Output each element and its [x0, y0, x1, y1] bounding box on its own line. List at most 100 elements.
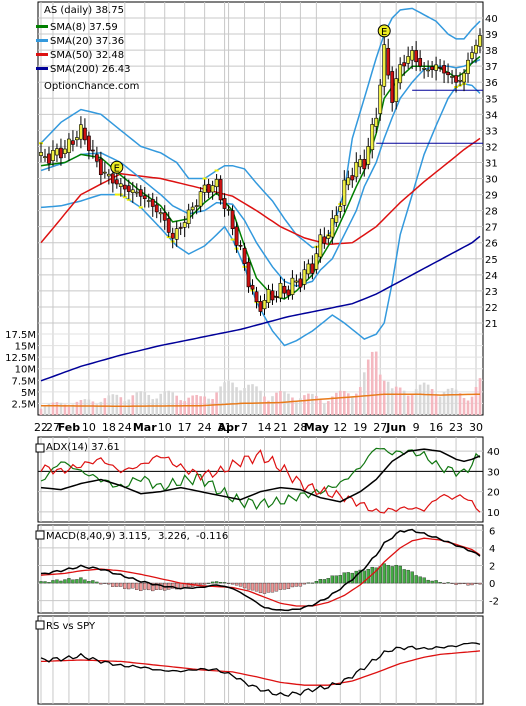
volume-bar — [426, 384, 430, 415]
volume-bar — [139, 391, 143, 415]
rs-average-line — [40, 650, 481, 686]
macd-histogram-bar — [422, 577, 426, 584]
macd-histogram-bar — [206, 582, 211, 584]
volume-bar — [466, 400, 470, 415]
volume-tick-label: 2.5M — [11, 399, 36, 410]
volume-bar — [374, 351, 378, 415]
volume-bar — [450, 388, 454, 415]
volume-bar — [275, 392, 278, 415]
volume-bar — [95, 404, 99, 415]
macd-histogram-bar — [318, 579, 323, 584]
volume-bar — [339, 390, 342, 415]
volume-tick-label: 5M — [21, 388, 36, 399]
candle-body — [382, 44, 387, 87]
volume-bar — [462, 397, 466, 415]
macd-histogram-bar — [47, 582, 51, 584]
volume-tick-label: 7.5M — [11, 376, 36, 387]
macd-histogram-bar — [306, 582, 311, 584]
volume-bar — [59, 402, 63, 415]
volume-bar — [151, 399, 155, 415]
volume-bar — [295, 402, 298, 415]
macd-histogram-bar — [63, 579, 67, 584]
sma20-line — [40, 59, 481, 287]
volume-bar — [370, 351, 374, 415]
candle-body — [110, 173, 115, 184]
candle-body — [94, 154, 99, 162]
candle-body — [478, 35, 482, 47]
macd-histogram-bar — [330, 575, 334, 584]
candle-body — [458, 79, 462, 82]
macd-histogram-bar — [446, 582, 450, 584]
candle-body — [206, 183, 211, 193]
x-axis-label: 24 — [198, 421, 212, 434]
macd-histogram-bar — [238, 582, 243, 587]
legend-swatch — [36, 67, 48, 70]
price-tick-label: 24 — [485, 271, 498, 282]
macd-tick-label: 0 — [489, 579, 495, 590]
candle-body — [370, 124, 375, 151]
price-panel-frame — [37, 1, 484, 416]
volume-bar — [410, 395, 414, 415]
candle-body — [334, 215, 339, 223]
bollinger-upper-line — [40, 7, 481, 249]
volume-bar — [207, 398, 210, 415]
x-axis-label: 9 — [413, 421, 420, 434]
macd-histogram-bar — [71, 579, 75, 584]
price-tick-label: 23 — [485, 287, 498, 298]
macd-histogram-bar — [214, 581, 219, 584]
candle-body — [98, 158, 103, 176]
volume-tick-label: 15M — [15, 342, 36, 353]
price-tick-label: 34 — [485, 110, 498, 121]
candle-body — [190, 206, 195, 211]
candle-body — [134, 191, 139, 194]
volume-bar — [171, 392, 174, 415]
legend-swatch — [36, 25, 48, 28]
price-tick-label: 36 — [485, 78, 498, 89]
x-axis-label: Mar — [133, 421, 157, 434]
candle-body — [378, 84, 383, 114]
price-tick-label: 37 — [485, 62, 498, 73]
candle-body — [350, 175, 355, 181]
volume-bar — [183, 401, 186, 415]
candle-body — [182, 222, 187, 228]
volume-bar — [434, 394, 438, 415]
macd-histogram-bar — [410, 571, 414, 584]
macd-histogram-bar — [386, 565, 390, 584]
macd-signal-line — [40, 537, 481, 607]
legend-swatch — [35, 530, 45, 540]
volume-bar — [167, 390, 171, 415]
x-axis-label: May — [304, 421, 329, 434]
volume-bar — [394, 386, 398, 415]
candle-body — [406, 56, 411, 64]
candle-body — [166, 218, 171, 233]
rs-legend-label: RS vs SPY — [46, 621, 96, 632]
earnings-marker-label: E — [381, 27, 387, 38]
volume-tick-label: 17.5M — [5, 330, 36, 341]
x-axis-label: 28 — [293, 421, 307, 434]
adx-tick-label: 10 — [487, 508, 500, 519]
candle-body — [258, 301, 263, 312]
candle-body — [338, 206, 343, 212]
candle-body — [246, 261, 251, 288]
minus-di-line — [40, 449, 481, 514]
volume-bar — [311, 393, 314, 415]
macd-histogram-bar — [258, 582, 263, 594]
candle-body — [474, 44, 478, 54]
macd-histogram-bar — [434, 580, 438, 584]
candle-body — [59, 147, 63, 159]
volume-bar — [315, 395, 318, 415]
candle-body — [126, 185, 131, 192]
macd-histogram-bar — [246, 582, 251, 590]
volume-bar — [231, 382, 234, 415]
x-axis-label: Feb — [58, 421, 81, 434]
volume-bar — [127, 399, 131, 415]
candle-body — [178, 227, 183, 229]
candle-body — [322, 236, 327, 244]
macd-legend-signal: 3.226, — [158, 531, 190, 542]
volume-bar — [458, 393, 462, 415]
macd-legend-histogram: -0.116 — [196, 531, 228, 542]
volume-bar — [227, 380, 230, 415]
macd-tick-label: 6 — [489, 526, 495, 537]
candle-body — [186, 209, 191, 224]
adx-tick-label: 40 — [487, 447, 500, 458]
